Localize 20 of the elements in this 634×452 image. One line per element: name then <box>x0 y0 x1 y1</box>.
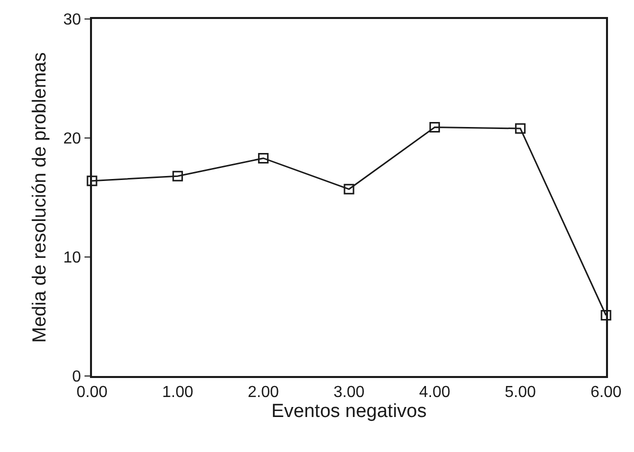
x-tick-label: 4.00 <box>419 384 450 401</box>
x-tick-label: 0.00 <box>76 384 108 401</box>
point <box>344 184 354 194</box>
y-tick-label: 30 <box>63 12 82 29</box>
y-axis-title: Media de resolución de problemas <box>30 52 51 343</box>
x-tick-label: 2.00 <box>248 384 279 401</box>
y-tick-label: 10 <box>63 250 82 267</box>
point <box>600 310 612 321</box>
point <box>86 176 98 186</box>
y-tick-label: 20 <box>63 130 82 148</box>
x-tick-label: 5.00 <box>504 384 536 401</box>
y-tick-label: 0 <box>72 368 82 386</box>
point <box>172 170 183 182</box>
x-tick-label: 3.00 <box>333 384 365 401</box>
point <box>258 152 269 164</box>
x-axis-title: Eventos negativos <box>271 400 427 422</box>
point <box>429 122 440 133</box>
x-tick-label: 6.00 <box>590 384 622 401</box>
point <box>515 123 526 134</box>
x-tick-label: 1.00 <box>162 384 194 401</box>
